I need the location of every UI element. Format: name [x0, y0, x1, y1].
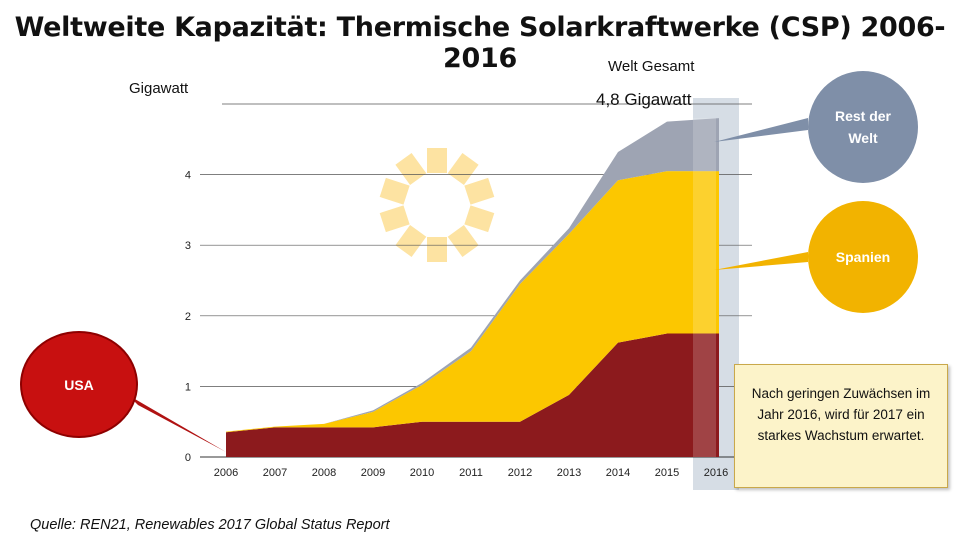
- y-tick-label: 0: [185, 452, 191, 464]
- sun-ray: [447, 153, 479, 185]
- x-tick-label: 2010: [410, 467, 434, 479]
- sun-ray: [427, 148, 447, 173]
- area-usa: [226, 333, 719, 457]
- area-rest-der-welt: [226, 118, 719, 432]
- usa-bubble: USA: [20, 331, 138, 438]
- rest-of-world-label: Rest der Welt: [834, 108, 892, 146]
- usa-pointer: [128, 395, 226, 452]
- world-total-label: Welt Gesamt: [608, 58, 695, 75]
- sun-ray: [395, 225, 427, 257]
- x-tick-label: 2006: [214, 467, 238, 479]
- y-axis-ticks: 0 1 2 3 4: [185, 170, 191, 464]
- x-tick-label: 2015: [655, 467, 679, 479]
- sun-ray: [464, 205, 495, 233]
- x-axis-ticks: 2006 2007 2008 2009 2010 2011 2012 2013 2014 2015…: [214, 467, 728, 479]
- x-tick-label: 2016: [704, 467, 728, 479]
- sun-ray: [379, 177, 410, 205]
- sun-ray: [379, 205, 410, 233]
- chart-title: Weltweite Kapazität: Thermische Solarkra…: [14, 12, 946, 74]
- x-tick-label: 2014: [606, 467, 630, 479]
- callout-pointers: [128, 118, 808, 452]
- sun-ray: [447, 225, 479, 257]
- x-tick-label: 2011: [459, 467, 483, 479]
- source-citation: Quelle: REN21, Renewables 2017 Global St…: [30, 517, 390, 533]
- spain-pointer: [714, 252, 808, 270]
- world-total-value: 4,8 Gigawatt: [596, 90, 692, 109]
- sun-ray: [427, 237, 447, 262]
- usa-label: USA: [64, 376, 94, 393]
- y-tick-label: 1: [185, 381, 191, 393]
- spain-bubble: Spanien: [808, 201, 918, 313]
- y-axis-unit-label: Gigawatt: [129, 80, 189, 97]
- x-tick-label: 2008: [312, 467, 336, 479]
- rest-of-world-bubble: Rest der Welt: [808, 71, 918, 183]
- sun-ray: [464, 177, 495, 205]
- stacked-areas: [226, 118, 719, 458]
- sun-ray: [395, 153, 427, 185]
- x-tick-label: 2012: [508, 467, 532, 479]
- area-spanien: [226, 171, 719, 433]
- x-tick-label: 2007: [263, 467, 287, 479]
- y-tick-label: 4: [185, 170, 191, 182]
- highlight-overlay: [693, 118, 716, 458]
- x-tick-label: 2009: [361, 467, 385, 479]
- sun-icon: [379, 148, 495, 262]
- x-tick-label: 2013: [557, 467, 581, 479]
- spain-label: Spanien: [835, 249, 891, 265]
- y-tick-label: 3: [185, 240, 191, 252]
- forecast-note-text: Nach geringen Zuwächsen im Jahr 2016, wi…: [751, 386, 931, 443]
- y-tick-label: 2: [185, 311, 191, 323]
- forecast-note: Nach geringen Zuwächsen im Jahr 2016, wi…: [734, 364, 948, 488]
- rest-pointer: [714, 118, 808, 142]
